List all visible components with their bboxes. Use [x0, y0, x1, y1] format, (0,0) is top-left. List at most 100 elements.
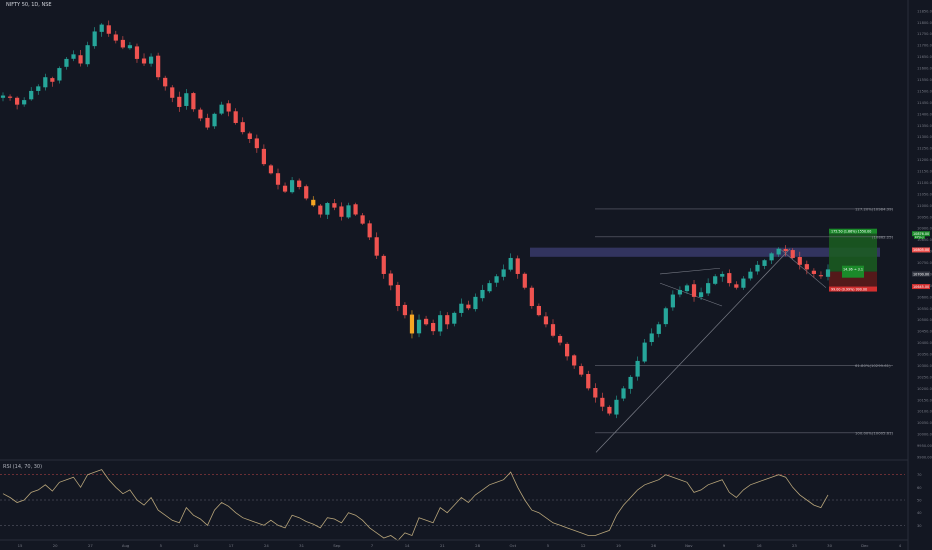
candle-down	[734, 284, 739, 288]
time-tick-label: 14	[405, 543, 410, 548]
rsi-tick-label: 50	[917, 499, 922, 503]
candle-up	[677, 289, 683, 295]
price-tick-label: 11500.00	[917, 89, 932, 93]
candle-up	[127, 45, 133, 49]
candle-up	[43, 77, 48, 88]
price-tick-label: 11300.00	[917, 135, 932, 139]
candle-down	[557, 336, 563, 343]
rsi-title: RSI (14, 70, 30)	[3, 464, 43, 470]
price-tick-label: 11050.00	[917, 192, 932, 196]
price-tick-label: 11100.00	[917, 181, 932, 185]
candle-down	[522, 273, 527, 288]
time-tick-label: 5	[160, 543, 163, 548]
fib-level-label: 127.20%(10984.39)	[855, 206, 893, 211]
candle-down	[550, 324, 556, 336]
candle-up	[438, 315, 443, 332]
time-tick-label: 7	[371, 543, 374, 548]
candle-up	[71, 54, 76, 59]
price-tick-label: 11750.00	[917, 32, 932, 36]
candle-up	[416, 319, 422, 334]
candle-down	[318, 205, 323, 215]
candle-up	[706, 283, 711, 294]
price-tick-label: 10150.00	[917, 398, 932, 402]
time-tick-label: 24	[264, 543, 269, 548]
candle-down	[586, 373, 591, 389]
candle-down	[113, 34, 118, 41]
price-tick-label: 10100.00	[917, 410, 932, 414]
rsi-tick-label: 60	[917, 486, 922, 490]
fib-level-label: 61.80%(10299.61)	[855, 363, 891, 368]
time-tick-label: 12	[581, 543, 586, 548]
time-tick-label: 31	[299, 543, 304, 548]
candle-down	[431, 323, 436, 332]
candle-up	[684, 285, 690, 292]
candle-down	[691, 284, 697, 297]
candle-up	[656, 324, 661, 334]
candle-up	[487, 283, 492, 292]
candle-up	[614, 399, 619, 415]
candle-up	[649, 333, 654, 343]
candle-down	[381, 255, 386, 274]
side-label: EP(L)	[915, 235, 923, 239]
candle-up	[480, 289, 485, 299]
candle-down	[579, 366, 584, 375]
price-label-box	[912, 284, 930, 290]
candle-up	[85, 45, 90, 65]
candle-down	[402, 304, 408, 316]
candle-down	[134, 46, 140, 59]
candle-down	[790, 250, 795, 258]
candle-down	[254, 138, 259, 149]
candle-down	[388, 273, 393, 286]
candle-up	[755, 264, 760, 272]
candle-down	[163, 77, 168, 87]
candle-down	[395, 284, 400, 306]
candle-down	[783, 248, 788, 252]
price-tick-label: 10350.00	[917, 353, 932, 357]
price-tick-label: 10950.00	[917, 215, 932, 219]
price-label: 10645.00	[913, 285, 929, 289]
price-tick-label: 10750.00	[917, 261, 932, 265]
candle-down	[423, 318, 429, 325]
candle-down	[297, 180, 302, 188]
target-label-box	[829, 228, 877, 234]
price-tick-label: 11600.00	[917, 67, 932, 71]
candle-up	[713, 276, 718, 284]
candle-up	[36, 86, 41, 91]
price-tick-label: 9900.00	[917, 456, 932, 460]
candle-down	[233, 111, 238, 123]
candle-down	[7, 96, 13, 98]
candle-down	[804, 264, 809, 270]
candle-up	[148, 56, 154, 64]
price-tick-label: 11700.00	[917, 44, 932, 48]
fib-level-label: (10862.25)	[872, 234, 894, 239]
price-tick-label: 10250.00	[917, 375, 932, 379]
candle-up	[346, 205, 351, 218]
rsi-tick-label: 30	[917, 524, 922, 528]
candle-down	[409, 314, 415, 334]
candle-down	[106, 25, 111, 34]
candle-down	[240, 122, 245, 133]
wedge-lower-line	[659, 282, 723, 307]
candle-up	[501, 269, 506, 277]
candle-up	[628, 376, 633, 389]
candle-down	[141, 58, 147, 64]
candle-down	[797, 257, 802, 265]
candle-down	[191, 93, 196, 110]
candle-down	[727, 273, 732, 284]
fib-level-label: 100.00%(10005.61)	[855, 430, 893, 435]
time-tick-label: 19	[616, 543, 621, 548]
candle-up	[621, 388, 626, 399]
price-tick-label: 11250.00	[917, 147, 932, 151]
candle-up	[769, 253, 774, 261]
candle-down	[565, 343, 570, 357]
time-tick-label: 26	[651, 543, 656, 548]
price-label-box	[912, 271, 930, 277]
time-tick-label: 10	[194, 543, 199, 548]
time-tick-label: 16	[757, 543, 762, 548]
price-tick-label: 11650.00	[917, 55, 932, 59]
price-tick-label: 10550.00	[917, 307, 932, 311]
price-label: 10876.00	[913, 232, 929, 236]
candle-down	[572, 355, 577, 366]
price-tick-label: 10850.00	[917, 238, 932, 242]
